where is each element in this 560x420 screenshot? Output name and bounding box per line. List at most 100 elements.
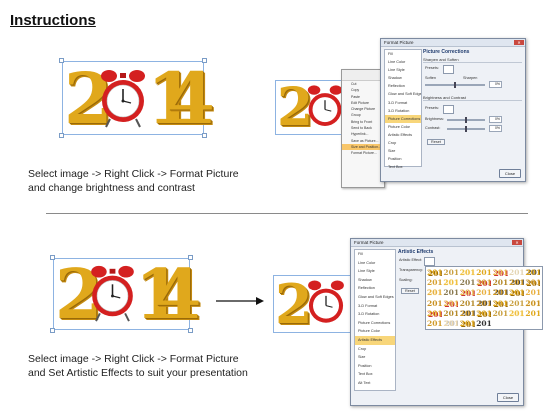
nav-item[interactable]: 3-D Rotation (388, 108, 410, 113)
effect-thumbnail[interactable]: 2014 (443, 288, 459, 298)
menu-item[interactable]: Cut (351, 82, 357, 86)
menu-item[interactable]: Paste (351, 94, 360, 99)
menu-item[interactable]: Edit Picture (351, 100, 369, 105)
effect-thumbnail[interactable]: 2014 (492, 278, 508, 288)
reset-button[interactable]: Reset (401, 288, 419, 294)
brightness-slider[interactable] (447, 117, 485, 123)
effect-thumbnail[interactable]: 2014 (443, 268, 459, 277)
presets-dropdown[interactable] (443, 105, 454, 114)
effect-thumbnail[interactable]: 2014 (459, 298, 475, 308)
nav-item[interactable]: Picture Color (358, 329, 380, 334)
effect-thumbnail[interactable]: 2014 (459, 278, 475, 288)
effect-thumbnail[interactable]: 2014 (525, 268, 541, 277)
resize-handle[interactable] (59, 58, 64, 63)
menu-item[interactable]: Bring to Front (351, 119, 373, 124)
menu-item[interactable]: Save as Picture... (351, 138, 379, 143)
effect-thumbnail[interactable]: 2014 (427, 268, 442, 277)
contrast-spinner[interactable]: 0% (489, 125, 502, 132)
image-2014-bottom[interactable]: 2 1 4 (50, 255, 201, 333)
nav-item[interactable]: Picture Corrections (358, 320, 391, 325)
effect-thumbnail[interactable]: 2014 (427, 278, 442, 288)
resize-handle[interactable] (188, 255, 193, 260)
menu-item-selected[interactable]: Size and Position... (342, 143, 384, 151)
nav-item[interactable]: Reflection (388, 84, 405, 89)
nav-item[interactable]: Picture Color (388, 124, 410, 129)
menu-item[interactable]: Send to Back (351, 126, 372, 131)
resize-handle[interactable] (50, 255, 55, 260)
close-icon[interactable]: ✕ (512, 240, 522, 245)
effect-thumbnail[interactable]: 2014 (427, 288, 442, 298)
sharpen-spinner[interactable]: 0% (489, 81, 502, 88)
image-2014-bottom-right[interactable]: 2 (273, 275, 353, 333)
menu-item[interactable]: Copy (351, 88, 360, 93)
resize-handle[interactable] (50, 328, 55, 333)
nav-item[interactable]: Position (388, 157, 402, 162)
effect-thumbnail[interactable]: 2014 (427, 298, 442, 308)
effect-thumbnail[interactable]: 2014 (509, 278, 524, 288)
menu-item[interactable]: Format Picture... (351, 151, 377, 156)
artistic-effect-dropdown[interactable] (424, 257, 435, 266)
close-button[interactable]: Close (497, 393, 519, 402)
effect-thumbnail[interactable]: 2014 (525, 298, 541, 308)
nav-item[interactable]: Artistic Effects (388, 132, 412, 137)
effect-thumbnail[interactable]: 2014 (476, 298, 492, 308)
image-2014-top-right[interactable]: 2 (275, 80, 345, 135)
nav-item[interactable]: Text Box (388, 165, 403, 170)
nav-item[interactable]: Fill (358, 252, 363, 256)
effect-thumbnail[interactable]: 2014 (525, 308, 541, 318)
effect-thumbnail[interactable]: 2014 (509, 268, 524, 277)
effect-thumbnail[interactable]: 2014 (509, 288, 524, 298)
artistic-effects-gallery[interactable]: 2014201420142014201420142014201420142014… (425, 266, 543, 330)
effect-thumbnail[interactable]: 2014 (443, 319, 459, 328)
nav-item[interactable]: Reflection (358, 286, 375, 291)
menu-item[interactable]: Group (351, 113, 361, 118)
nav-item[interactable]: Alt Text (358, 380, 371, 385)
effect-thumbnail[interactable]: 2014 (459, 288, 475, 298)
effect-thumbnail[interactable]: 2014 (443, 308, 459, 318)
effect-thumbnail[interactable]: 2014 (525, 278, 541, 288)
nav-item[interactable]: Text Box (358, 372, 373, 377)
menu-item[interactable]: Hyperlink... (351, 132, 369, 137)
nav-item[interactable]: Line Style (388, 68, 405, 73)
nav-item[interactable]: Position (358, 363, 372, 368)
effect-thumbnail[interactable]: 2014 (476, 308, 492, 318)
resize-handle[interactable] (202, 133, 207, 138)
close-button[interactable]: Close (499, 169, 521, 178)
effect-thumbnail[interactable]: 2014 (443, 298, 459, 308)
nav-item[interactable]: Glow and Soft Edges (388, 92, 421, 97)
resize-handle[interactable] (59, 133, 64, 138)
nav-item[interactable]: 3-D Format (388, 100, 408, 105)
presets-dropdown[interactable] (443, 65, 454, 74)
effect-thumbnail[interactable]: 2014 (492, 288, 508, 298)
effect-thumbnail[interactable]: 2014 (427, 319, 442, 328)
effect-thumbnail[interactable]: 2014 (459, 268, 475, 277)
effect-thumbnail[interactable]: 2014 (427, 308, 442, 318)
nav-item[interactable]: Size (358, 355, 366, 360)
image-2014-top[interactable]: 2 1 4 (59, 58, 215, 138)
reset-button[interactable]: Reset (427, 139, 445, 145)
sharpen-slider[interactable] (425, 82, 485, 88)
nav-item-selected[interactable]: Picture Corrections (385, 114, 421, 123)
effect-thumbnail[interactable]: 2014 (492, 298, 508, 308)
nav-item[interactable]: Glow and Soft Edges (358, 294, 394, 299)
effect-thumbnail[interactable]: 2014 (476, 268, 492, 277)
effect-thumbnail[interactable]: 2014 (443, 278, 459, 288)
nav-item[interactable]: Line Color (388, 60, 406, 65)
close-icon[interactable]: ✕ (514, 40, 524, 45)
effect-thumbnail[interactable]: 2014 (476, 319, 492, 328)
nav-item[interactable]: Crop (358, 346, 367, 351)
brightness-spinner[interactable]: 0% (489, 116, 502, 123)
nav-item[interactable]: Line Color (358, 260, 376, 265)
effect-thumbnail[interactable]: 2014 (459, 308, 475, 318)
effect-thumbnail[interactable]: 2014 (459, 319, 475, 328)
contrast-slider[interactable] (447, 126, 485, 132)
nav-item[interactable]: 3-D Rotation (358, 312, 380, 317)
nav-item[interactable]: Fill (388, 52, 393, 56)
nav-item[interactable]: Shadow (358, 277, 372, 282)
effect-thumbnail[interactable]: 2014 (525, 288, 541, 298)
effect-thumbnail[interactable]: 2014 (509, 308, 524, 318)
nav-item[interactable]: Size (388, 149, 396, 154)
nav-item[interactable]: 3-D Format (358, 303, 378, 308)
effect-thumbnail[interactable]: 2014 (492, 268, 508, 277)
menu-item[interactable]: Change Picture (351, 107, 376, 112)
